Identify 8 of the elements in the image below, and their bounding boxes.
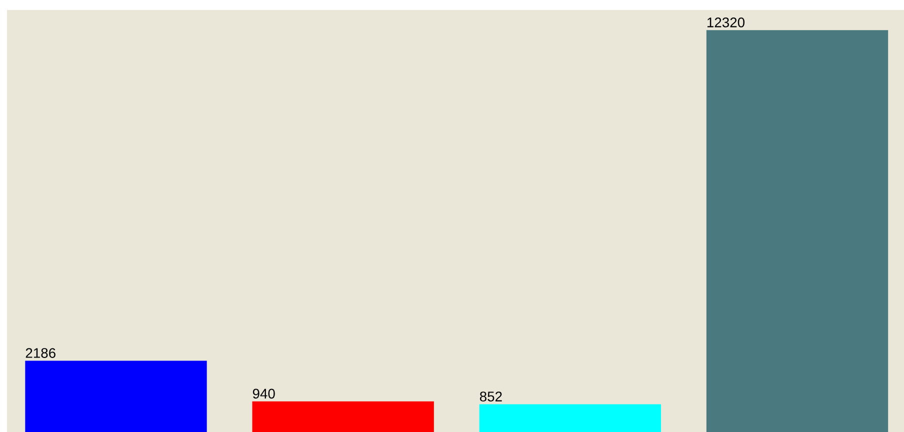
bar [706,30,888,432]
bar [25,360,207,432]
data-label: 940 [252,388,275,399]
data-label: 2186 [26,348,56,358]
data-label: 12320 [707,18,745,28]
bar [479,404,662,432]
bar [252,401,434,432]
data-label: 852 [480,392,502,402]
